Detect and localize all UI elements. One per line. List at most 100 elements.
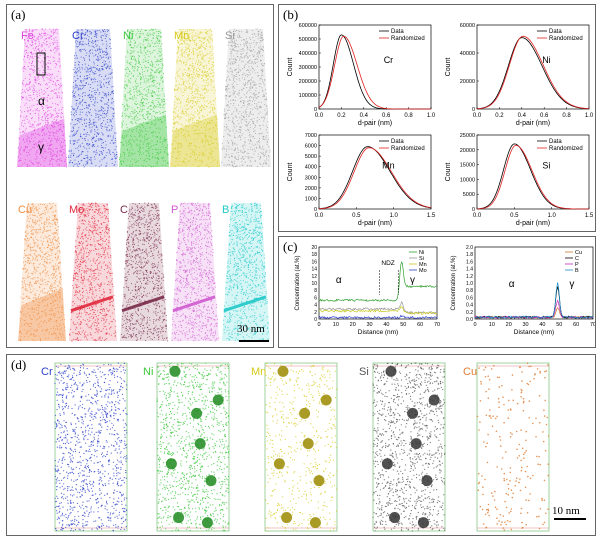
cluster	[389, 512, 401, 524]
cone-bottom-mo-segregation-line	[70, 295, 114, 313]
plot-frame	[476, 24, 590, 110]
box-frame	[372, 362, 446, 532]
concentration-chart-1: 0 10 20 30 40 50 60 7002468101214161820Distance…	[295, 245, 440, 336]
series-randomized	[318, 147, 432, 210]
dpair-charts: 0.0 0.2 0.4 0.6 0.8 1.00100000200000300000400…	[287, 23, 594, 227]
x-tick-label: 0.4	[360, 113, 369, 119]
atoms	[54, 362, 128, 532]
y-axis-label: Count	[287, 58, 294, 77]
y-tick-label: 40000	[460, 51, 475, 57]
phase-alpha-label: α	[336, 275, 342, 286]
phase-gamma-label: γ	[410, 275, 415, 286]
cluster	[421, 475, 433, 487]
phase-gamma-label: γ	[38, 140, 44, 154]
y-tick-label: 1.6	[466, 259, 473, 265]
x-tick-label: 70	[434, 322, 440, 328]
cone-top-si	[221, 28, 271, 168]
plot-frame	[318, 246, 438, 320]
element-label-ni: Ni	[143, 366, 153, 378]
x-tick-label: 1.5	[427, 213, 436, 219]
chart-element-label: Cr	[384, 55, 394, 65]
cone-top-ni-gamma-region	[119, 114, 169, 167]
y-tick-label: 10000	[460, 177, 475, 183]
box-frame	[54, 362, 128, 532]
cone-top-fe	[17, 28, 68, 168]
cone-bottom-cu-atoms	[19, 202, 66, 342]
cluster	[165, 458, 177, 470]
x-tick-label: 0.2	[495, 113, 504, 119]
y-tick-label: 20000	[460, 79, 475, 85]
y-tick-label: 2.0	[466, 245, 473, 251]
y-tick-label: 20	[311, 245, 317, 251]
y-tick-label: 0.6	[466, 295, 473, 301]
series-mn	[318, 306, 438, 315]
cluster	[299, 407, 311, 419]
x-tick-label: 0.8	[562, 113, 571, 119]
cluster	[313, 475, 325, 487]
legend-data-label: Data	[549, 29, 562, 35]
legend-label-b: B	[575, 268, 579, 274]
x-tick-label: 0.2	[337, 113, 346, 119]
y-tick-label: 200000	[299, 79, 317, 85]
cone-bottom-cu-gamma-region	[18, 288, 66, 341]
y-tick-label: 6000	[305, 144, 317, 150]
x-tick-label: 0.0	[473, 213, 482, 219]
cone-top-ni-atoms	[118, 28, 169, 168]
atom-box-cu	[476, 362, 550, 532]
atoms	[156, 362, 230, 532]
dpair-chart-ni: 0.0 0.2 0.4 0.6 0.8 1.0 0 20000 40000 60000 d-pair…	[445, 23, 594, 127]
y-tick-label: 1000	[305, 196, 317, 202]
cluster	[385, 365, 397, 377]
panel-b-label: (b)	[283, 7, 299, 22]
y-tick-label: 14	[311, 267, 317, 273]
cluster	[194, 438, 206, 450]
x-tick-label: 30	[367, 322, 373, 328]
cone-top-ni-shape	[119, 29, 169, 167]
x-tick-label: 50	[556, 322, 562, 328]
plot-frame	[318, 134, 432, 210]
x-tick-label: 0.0	[315, 213, 324, 219]
y-tick-label: 2	[314, 310, 317, 316]
x-axis-label: d-pair (nm)	[358, 120, 392, 127]
cone-top-si-shape	[221, 29, 271, 167]
atoms	[372, 362, 446, 532]
y-tick-label: 6	[314, 295, 317, 301]
x-tick-label: 1.0	[585, 113, 594, 119]
legend-random-label: Randomized	[391, 146, 425, 152]
x-axis-label: d-pair (nm)	[516, 120, 550, 127]
y-tick-label: 16	[311, 259, 317, 265]
cluster	[302, 438, 314, 450]
x-tick-label: 0.0	[315, 113, 324, 119]
element-label-si: Si	[225, 30, 235, 42]
panel-c: (c) 0 10 20 30 40 50 60 70 0 2 4 6 8 10 12 14 16 18 20 Dist…	[278, 236, 596, 348]
cluster	[428, 394, 440, 406]
cone-top-si-atoms	[221, 28, 271, 168]
y-tick-label: 0.8	[466, 288, 473, 294]
element-label-mn: Mn	[251, 366, 266, 378]
x-tick-label: 0	[473, 322, 476, 328]
scale-bar-d-label: 10 nm	[552, 505, 580, 517]
y-tick-label: 3000	[305, 175, 317, 181]
atom-box-cr	[54, 362, 128, 532]
series-data	[476, 37, 589, 110]
phase-alpha-label: α	[38, 94, 45, 108]
cone-bottom-p-atoms	[171, 202, 220, 342]
atom-box-ni	[156, 362, 230, 532]
x-tick-label: 0.5	[510, 213, 519, 219]
x-tick-label: 0.0	[473, 113, 482, 119]
cluster	[407, 407, 419, 419]
cluster	[309, 517, 321, 529]
x-tick-label: 10	[333, 322, 339, 328]
legend-data-label: Data	[549, 139, 562, 145]
concentration-chart-2: 0 10 20 30 40 50 60 70 0.00.20.4 0.60.81.01.21.4 1…	[451, 245, 595, 336]
cone-bottom-c	[120, 202, 169, 342]
cone-bottom-b	[222, 202, 270, 342]
cluster	[205, 475, 217, 487]
y-tick-label: 2000	[305, 186, 317, 192]
cluster	[381, 458, 393, 470]
panel-d-label: (d)	[11, 357, 27, 372]
cluster	[410, 438, 422, 450]
y-tick-label: 100000	[299, 93, 317, 99]
element-label-cr: Cr	[72, 30, 84, 42]
x-tick-label: 1.0	[547, 213, 556, 219]
